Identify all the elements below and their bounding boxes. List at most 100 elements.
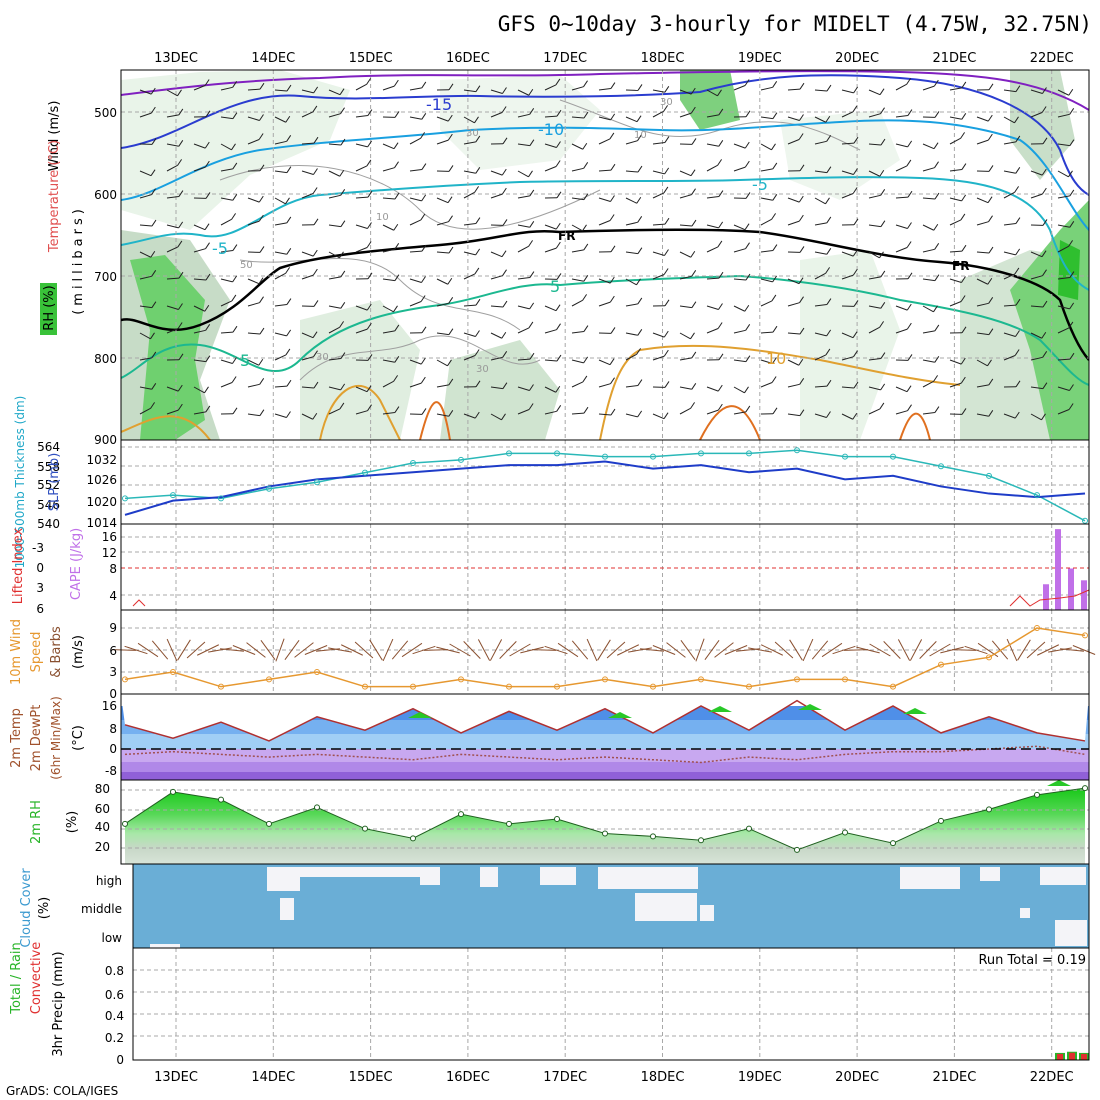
wind-barb-flag xyxy=(664,136,670,143)
temp-peak xyxy=(798,704,822,710)
wind-barb-flag xyxy=(799,114,804,121)
wind-barb xyxy=(868,358,881,361)
wind-barb xyxy=(814,272,826,280)
wind-barb xyxy=(490,386,503,390)
upper-grid xyxy=(121,70,1089,440)
rh-point xyxy=(266,820,272,827)
wind-barb xyxy=(1003,141,1016,145)
wind-barb-flag xyxy=(718,271,724,279)
precip-bars xyxy=(1055,1051,1089,1060)
wind-speed-point xyxy=(266,676,272,683)
wind-barb-flag xyxy=(555,160,561,167)
rh-shade-region xyxy=(121,70,350,230)
wind-barb-flag xyxy=(907,190,913,198)
thickness-point xyxy=(1034,492,1040,499)
ylabel-rh: RH (%) xyxy=(42,285,57,330)
wind-speed-point xyxy=(602,676,608,683)
wind-barb xyxy=(949,278,962,283)
wind-speed-point xyxy=(554,683,560,690)
wind-barb xyxy=(625,140,638,145)
wind-barb-flag xyxy=(285,348,291,356)
wind-barb-flag xyxy=(987,133,993,141)
wind-barb xyxy=(787,139,800,145)
wind-barb xyxy=(760,168,773,172)
wind-barb xyxy=(517,143,530,147)
wind-barb xyxy=(382,167,395,172)
wind-barb-flag xyxy=(718,108,724,116)
wind-barb xyxy=(841,170,854,175)
wind-barb-flag xyxy=(474,116,479,124)
wind-barb-flag xyxy=(177,159,183,166)
wind-barb xyxy=(1003,116,1015,124)
thickness-point xyxy=(314,479,320,486)
contour-label: 5 xyxy=(240,351,250,370)
wind-barb-flag xyxy=(610,163,616,171)
wind-barb-flag xyxy=(474,349,480,356)
wind-barb xyxy=(166,328,179,334)
wind-barb-flag xyxy=(609,295,615,303)
wind-barb xyxy=(976,251,989,254)
wind-barb-flag xyxy=(826,84,832,92)
wind-barb-flag xyxy=(609,358,615,365)
thickness-tick: 540 xyxy=(37,517,60,531)
surface-barb xyxy=(177,639,191,661)
wind-barb xyxy=(220,300,233,307)
date-tick-bottom: 16DEC xyxy=(446,1070,490,1085)
wind-barb-flag xyxy=(961,244,967,252)
contour-label: 50 xyxy=(240,260,253,271)
wind-barb-flag xyxy=(825,267,831,274)
li-tick: 0 xyxy=(36,561,44,575)
wind-barb xyxy=(814,354,827,361)
wind-barb xyxy=(409,116,422,120)
wind-barb xyxy=(598,197,611,202)
surface-barb xyxy=(196,644,220,656)
wind-barb xyxy=(544,115,558,118)
temp2m-panel: 16 8 0 -8 2m Temp 2m DewPt (6hr Min/Max)… xyxy=(9,693,1090,786)
wind-barb xyxy=(436,384,449,388)
wind-barb xyxy=(679,194,692,199)
wind-barb xyxy=(301,356,314,361)
wind-barb xyxy=(598,383,611,388)
precip-tick: 0.4 xyxy=(105,1009,124,1023)
li-tick: -3 xyxy=(32,541,44,555)
thickness-point xyxy=(746,450,752,457)
wind-barb-flag xyxy=(232,275,238,283)
temp-tick: -8 xyxy=(105,764,117,778)
surface-barb xyxy=(760,644,784,656)
wind-barb-flag xyxy=(447,133,453,141)
wind-barb xyxy=(355,224,368,229)
ylabel-wind10m-unit: (m/s) xyxy=(71,635,86,669)
wind-barb-flag xyxy=(366,303,372,311)
wind-barb xyxy=(841,89,854,94)
wind-barb-flag xyxy=(771,213,777,220)
wind-barb-flag xyxy=(258,214,264,222)
wind-barb xyxy=(760,143,772,151)
wind-barb xyxy=(760,218,772,226)
wind-barb xyxy=(571,86,584,91)
surface-barb xyxy=(843,649,869,651)
wind-barb-flag xyxy=(502,219,508,226)
wind-barb-flag xyxy=(933,142,939,149)
wind-barb xyxy=(1003,332,1016,337)
surface-barb xyxy=(477,639,491,661)
wind-barb xyxy=(1030,170,1043,176)
wind-barb-flag xyxy=(988,215,993,222)
rh2m-panel: 80 60 40 20 2m RH (%) xyxy=(29,779,1090,865)
wind-barb-flag xyxy=(853,218,859,226)
wind-barb xyxy=(895,143,908,148)
wind-barb-flag xyxy=(1015,248,1021,256)
wind-barb xyxy=(1030,251,1043,258)
surface-barb xyxy=(232,645,256,655)
wind-barb xyxy=(193,329,206,334)
wind-barb-flag xyxy=(907,272,913,280)
wind-barb-flag xyxy=(880,220,886,227)
thickness-point xyxy=(1082,517,1088,524)
wind-barb-flag xyxy=(150,402,156,409)
wind-barb-flag xyxy=(906,303,912,311)
wind-barb-flag xyxy=(448,246,454,254)
rh-point xyxy=(842,829,848,836)
slp-tick: 1032 xyxy=(86,453,117,467)
wind-barb xyxy=(895,328,908,334)
wind-barb xyxy=(895,224,908,229)
wind-barb-flag xyxy=(259,409,265,416)
